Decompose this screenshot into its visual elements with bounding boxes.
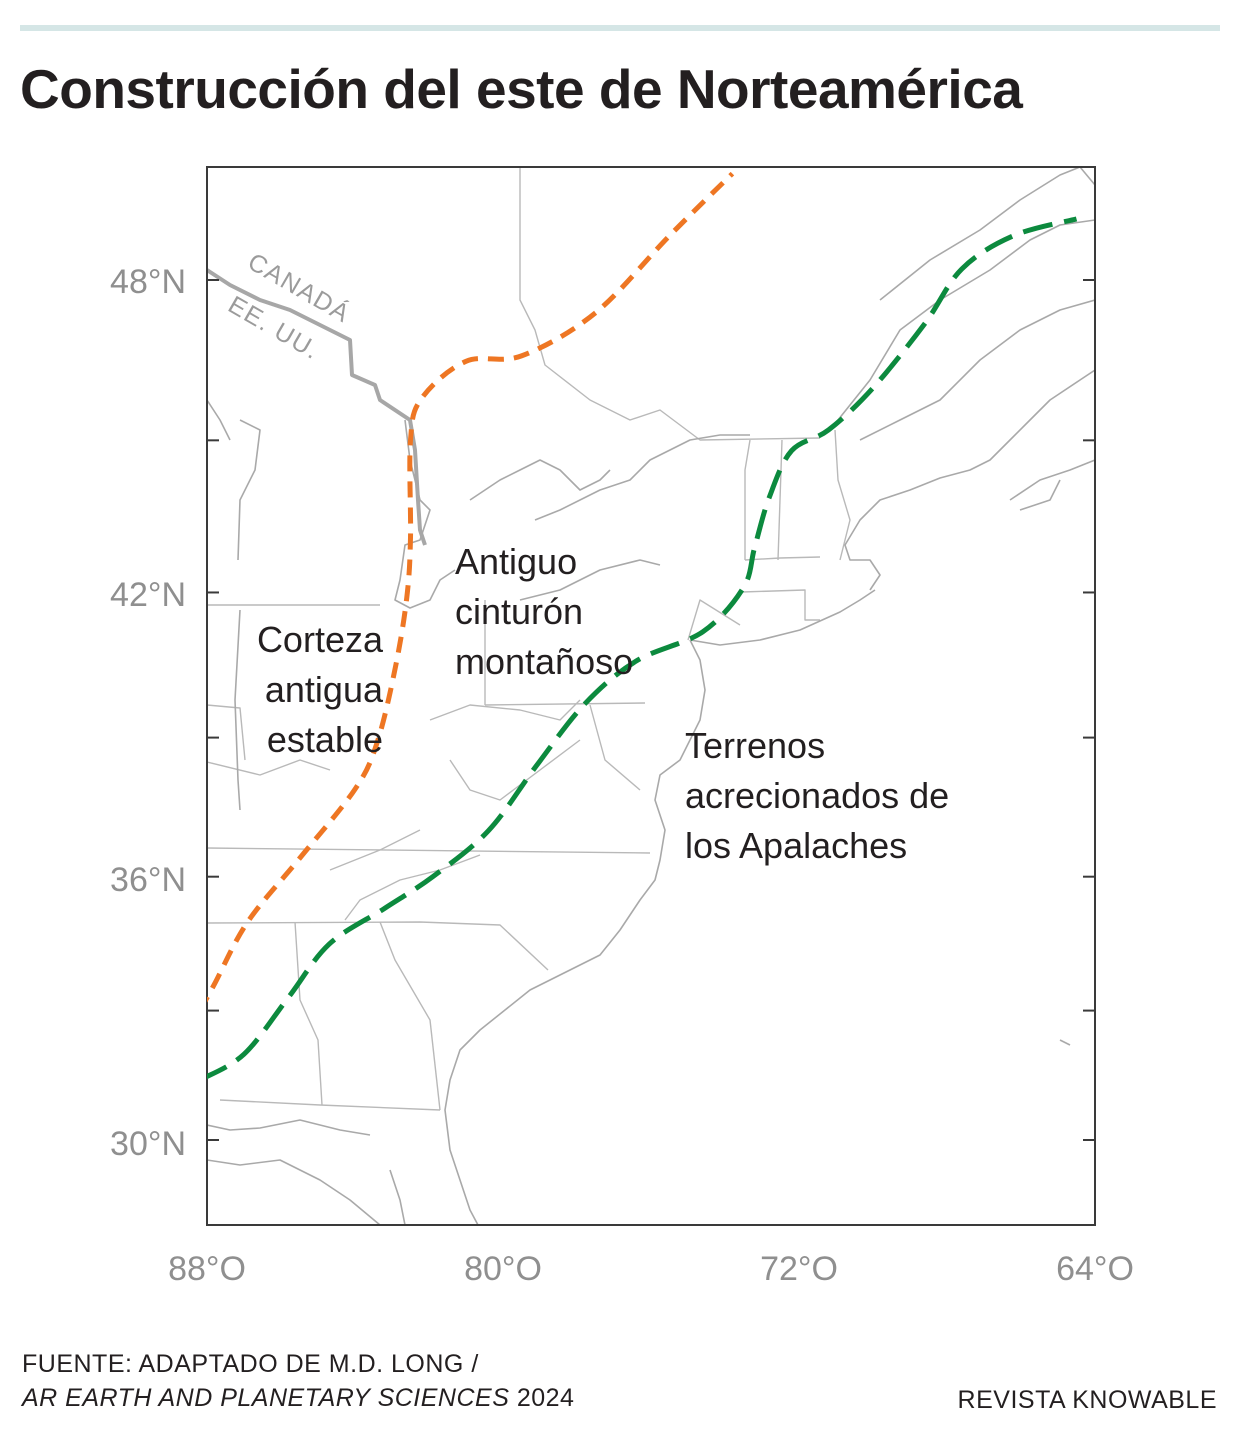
lon-label-88w: 88°O: [168, 1250, 246, 1288]
map-frame: [206, 166, 1096, 1226]
basemap: [207, 167, 1095, 1225]
chart-title: Construcción del este de Norteamérica: [20, 58, 1023, 120]
canada-us-border: [207, 268, 427, 546]
lon-label-80w: 80°O: [464, 1250, 542, 1288]
lat-label-48n: 48°N: [110, 263, 186, 301]
accreted-terranes-line-1: Terrenos: [685, 725, 825, 766]
lat-label-42n: 42°N: [110, 576, 186, 614]
lon-label-72w: 72°O: [760, 1250, 838, 1288]
stable-crust-line-2: antigua: [265, 669, 384, 710]
latitude-labels: 48°N 42°N 36°N 30°N: [110, 263, 186, 1163]
mountain-belt-line-2: cinturón: [455, 591, 583, 632]
green-boundary-line: [207, 216, 1078, 1080]
lat-label-30n: 30°N: [110, 1125, 186, 1163]
orange-boundary-line: [207, 171, 735, 1003]
source-year: 2024: [509, 1383, 575, 1412]
lon-label-64w: 64°O: [1056, 1250, 1134, 1288]
stable-crust-line-1: Corteza: [257, 619, 384, 660]
lat-label-36n: 36°N: [110, 861, 186, 899]
great-lakes-shorelines: [394, 419, 750, 609]
graticule-ticks: [207, 279, 1095, 1141]
source-line-1: FUENTE: ADAPTADO DE M.D. LONG /: [22, 1350, 479, 1378]
source-credit: FUENTE: ADAPTADO DE M.D. LONG / AR EARTH…: [22, 1348, 574, 1416]
coastlines: [207, 167, 1095, 1225]
mountain-belt-line-1: Antiguo: [455, 541, 577, 582]
accreted-terranes-line-3: los Apalaches: [685, 825, 907, 866]
stable-crust-line-3: estable: [267, 719, 383, 760]
publisher-credit: REVISTA KNOWABLE: [957, 1386, 1217, 1414]
mountain-belt-line-3: montañoso: [455, 641, 633, 682]
source-journal: AR EARTH AND PLANETARY SCIENCES: [22, 1383, 510, 1412]
region-label-accreted-terranes: Terrenos acrecionados de los Apalaches: [685, 725, 949, 866]
state-lines: [207, 167, 851, 1111]
boundary-lines: [207, 171, 1078, 1080]
longitude-labels: 88°O 80°O 72°O 64°O: [168, 1250, 1134, 1288]
source-line-2: AR EARTH AND PLANETARY SCIENCES 2024: [22, 1382, 574, 1416]
accreted-terranes-line-2: acrecionados de: [685, 775, 949, 816]
region-label-mountain-belt: Antiguo cinturón montañoso: [455, 541, 633, 682]
region-label-stable-crust: Corteza antigua estable: [257, 619, 384, 760]
top-rule: [20, 25, 1220, 31]
